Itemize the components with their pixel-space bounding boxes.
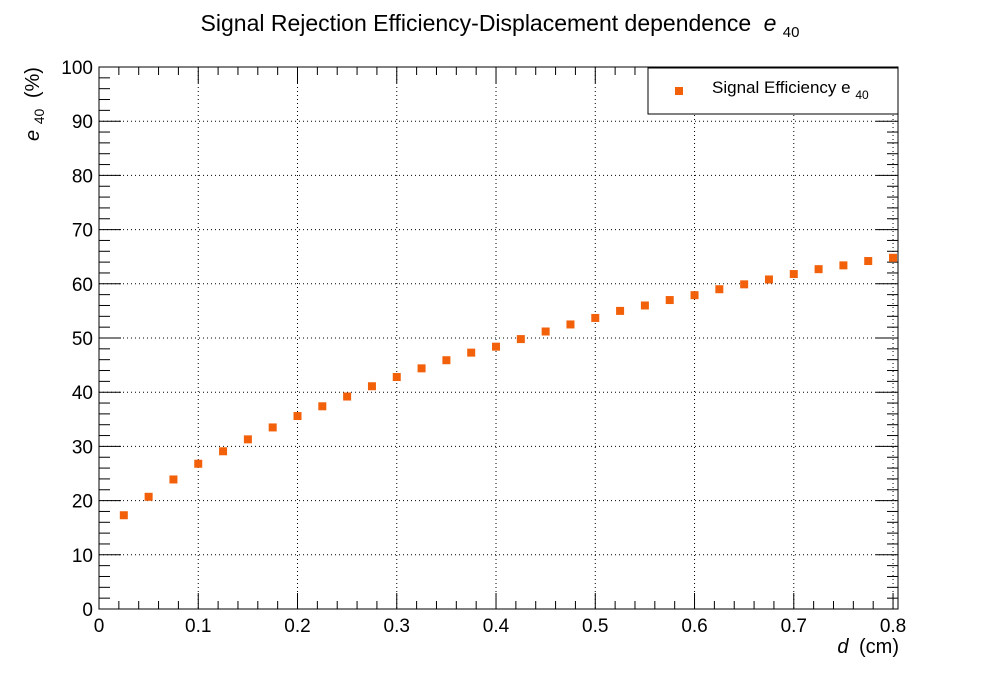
data-point bbox=[417, 364, 426, 373]
legend-box bbox=[647, 67, 899, 115]
data-point bbox=[616, 306, 625, 315]
data-point bbox=[789, 270, 798, 279]
data-points bbox=[119, 253, 898, 520]
data-point bbox=[343, 392, 352, 401]
y-axis-unit: (%) bbox=[22, 67, 44, 98]
legend-series-subscript: 40 bbox=[855, 88, 869, 102]
data-point bbox=[194, 459, 203, 468]
x-tick-label: 0.6 bbox=[681, 616, 707, 637]
y-tick-label: 90 bbox=[72, 112, 93, 133]
data-point bbox=[293, 412, 302, 421]
y-tick-label: 60 bbox=[72, 275, 93, 296]
x-axis-symbol: d bbox=[837, 636, 849, 658]
y-tick-label: 70 bbox=[72, 221, 93, 242]
y-tick-label: 100 bbox=[61, 58, 93, 79]
data-point bbox=[814, 265, 823, 274]
data-point bbox=[839, 261, 848, 270]
legend-series-name: Signal Efficiency e bbox=[712, 78, 851, 97]
data-point bbox=[541, 327, 550, 336]
y-tick-labels: 0 10 20 30 40 50 60 70 80 90 100 bbox=[61, 58, 93, 621]
data-point bbox=[764, 275, 773, 284]
data-point bbox=[268, 423, 277, 432]
data-point bbox=[566, 320, 575, 329]
x-tick-label: 0.1 bbox=[185, 616, 211, 637]
chart-title-symbol: e bbox=[764, 10, 777, 36]
legend-label: Signal Efficiency e 40 bbox=[712, 78, 869, 102]
x-tick-label: 0.2 bbox=[284, 616, 310, 637]
plot-frame bbox=[98, 66, 899, 610]
x-tick-label: 0.5 bbox=[582, 616, 608, 637]
data-point bbox=[442, 356, 451, 365]
y-tick-label: 0 bbox=[82, 600, 93, 621]
data-point bbox=[740, 280, 749, 289]
data-point bbox=[169, 475, 178, 484]
data-point bbox=[591, 313, 600, 322]
chart-title-subscript: 40 bbox=[783, 24, 800, 41]
data-point bbox=[219, 447, 228, 456]
y-tick-label: 80 bbox=[72, 166, 93, 187]
data-point bbox=[367, 382, 376, 391]
data-point bbox=[119, 511, 128, 520]
data-point bbox=[516, 335, 525, 344]
legend: Signal Efficiency e 40 bbox=[647, 67, 899, 115]
y-axis-subscript: 40 bbox=[31, 108, 47, 124]
data-point bbox=[243, 435, 252, 444]
y-axis-symbol: e bbox=[22, 130, 44, 141]
x-tick-label: 0 bbox=[94, 616, 105, 637]
y-tick-label: 50 bbox=[72, 329, 93, 350]
data-point bbox=[318, 402, 327, 411]
data-point bbox=[392, 373, 401, 382]
chart-title-main: Signal Rejection Efficiency-Displacement… bbox=[201, 10, 752, 36]
data-point bbox=[144, 492, 153, 501]
x-tick-label: 0.4 bbox=[483, 616, 510, 637]
data-point bbox=[715, 285, 724, 294]
data-point bbox=[889, 253, 898, 262]
y-tick-label: 30 bbox=[72, 437, 93, 458]
grid-lines bbox=[99, 67, 898, 609]
x-tick-label: 0.7 bbox=[781, 616, 807, 637]
data-point bbox=[864, 257, 873, 266]
x-axis-unit: (cm) bbox=[859, 636, 899, 658]
chart-title: Signal Rejection Efficiency-Displacement… bbox=[201, 10, 800, 41]
axis-ticks bbox=[98, 66, 898, 610]
x-tick-label: 0.8 bbox=[880, 616, 906, 637]
legend-marker bbox=[675, 87, 683, 95]
x-axis-title: d (cm) bbox=[837, 636, 899, 658]
data-point bbox=[665, 296, 674, 305]
y-tick-label: 40 bbox=[72, 383, 93, 404]
y-axis-title: e 40 (%) bbox=[22, 67, 49, 141]
x-tick-label: 0.3 bbox=[384, 616, 410, 637]
x-tick-labels: 0 0.1 0.2 0.3 0.4 0.5 0.6 0.7 0.8 bbox=[94, 616, 907, 637]
y-tick-label: 10 bbox=[72, 546, 93, 567]
data-point bbox=[640, 301, 649, 310]
data-point bbox=[467, 348, 476, 357]
data-point bbox=[690, 291, 699, 300]
data-point bbox=[492, 342, 501, 351]
y-tick-label: 20 bbox=[72, 492, 93, 513]
